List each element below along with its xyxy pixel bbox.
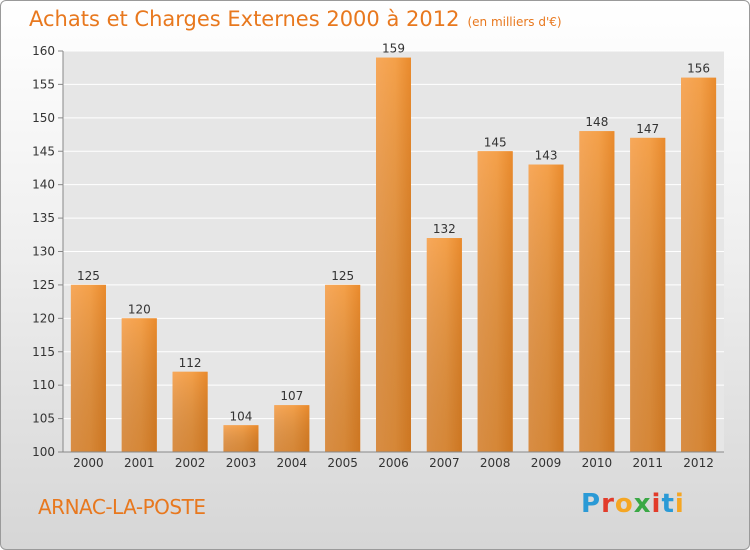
chart-subtitle: (en milliers d'€) <box>467 15 562 29</box>
bar-2010 <box>579 131 615 452</box>
bar-2011 <box>630 137 666 452</box>
labels-layer: 125 2000 120 2001 112 2002 104 2003 107 2004 125 20… <box>73 42 714 470</box>
bar-2001 <box>121 318 157 452</box>
bar-2009 <box>528 164 564 452</box>
bar-value-label: 104 <box>230 409 253 423</box>
x-tick-label: 2008 <box>480 456 511 470</box>
bar-2000 <box>70 284 106 452</box>
x-tick-label: 2006 <box>378 456 409 470</box>
bar-value-label: 112 <box>179 356 202 370</box>
bar-shade <box>528 164 564 452</box>
y-tick-label: 105 <box>32 412 55 426</box>
y-tick-label: 150 <box>32 111 55 125</box>
x-tick-label: 2011 <box>632 456 663 470</box>
logo-letter: i <box>674 489 685 519</box>
chart-title-text: Achats et Charges Externes 2000 à 2012 <box>29 7 460 31</box>
axis-layer: 100 105 110 115 120 125 130 135 140 145 150 155 160 <box>32 44 724 459</box>
bar-value-label: 148 <box>585 115 608 129</box>
bar-2003 <box>223 425 259 452</box>
bar-shade <box>172 371 208 452</box>
x-tick-label: 2003 <box>226 456 257 470</box>
y-tick-label: 140 <box>32 178 55 192</box>
bar-value-label: 156 <box>687 62 710 76</box>
bar-shade <box>630 137 666 452</box>
y-tick-label: 120 <box>32 311 55 325</box>
bar-2006 <box>376 57 411 452</box>
bar-2002 <box>172 371 208 452</box>
logo-letter: i <box>651 489 662 519</box>
y-tick-label: 115 <box>32 345 55 359</box>
bar-value-label: 159 <box>382 42 405 56</box>
bar-shade <box>426 238 462 452</box>
logo-letter: r <box>601 489 615 519</box>
x-tick-label: 2010 <box>582 456 613 470</box>
x-tick-label: 2001 <box>124 456 155 470</box>
bar-shade <box>121 318 157 452</box>
bar-value-label: 125 <box>77 269 100 283</box>
y-tick-label: 145 <box>32 144 55 158</box>
bar-shade <box>70 284 106 452</box>
bar-shade <box>223 425 259 452</box>
y-tick-label: 125 <box>32 278 55 292</box>
location-label: ARNAC-LA-POSTE <box>38 495 206 519</box>
bar-shade <box>681 77 717 452</box>
logo-letter: P <box>581 489 602 519</box>
bar-2007 <box>426 238 462 452</box>
x-tick-label: 2012 <box>683 456 714 470</box>
bar-2004 <box>274 405 310 452</box>
bars-layer <box>70 57 717 452</box>
bar-value-label: 132 <box>433 222 456 236</box>
bar-value-label: 107 <box>280 389 303 403</box>
bar-value-label: 143 <box>535 149 558 163</box>
bar-shade <box>325 284 361 452</box>
bar-2012 <box>681 77 717 452</box>
x-tick-label: 2002 <box>175 456 206 470</box>
bar-shade <box>579 131 615 452</box>
y-tick-label: 110 <box>32 378 55 392</box>
bar-2005 <box>325 284 361 452</box>
logo-letter: t <box>661 489 675 519</box>
chart-title: Achats et Charges Externes 2000 à 2012 (e… <box>29 7 562 31</box>
x-tick-label: 2005 <box>327 456 358 470</box>
x-tick-label: 2004 <box>277 456 308 470</box>
x-tick-label: 2009 <box>531 456 562 470</box>
y-tick-label: 135 <box>32 211 55 225</box>
y-tick-label: 100 <box>32 445 55 459</box>
x-tick-label: 2000 <box>73 456 104 470</box>
x-tick-label: 2007 <box>429 456 460 470</box>
proxiti-logo: Proxiti <box>581 489 685 519</box>
logo-letter: x <box>633 489 652 519</box>
y-tick-label: 155 <box>32 77 55 91</box>
bar-value-label: 125 <box>331 269 354 283</box>
bar-value-label: 145 <box>484 135 507 149</box>
bar-value-label: 120 <box>128 302 151 316</box>
bar-shade <box>376 57 411 452</box>
y-tick-label: 160 <box>32 44 55 58</box>
y-tick-label: 130 <box>32 245 55 259</box>
bar-2008 <box>477 151 513 452</box>
bar-shade <box>477 151 513 452</box>
bar-shade <box>274 405 310 452</box>
bar-value-label: 147 <box>636 122 659 136</box>
logo-letter: o <box>614 489 634 519</box>
